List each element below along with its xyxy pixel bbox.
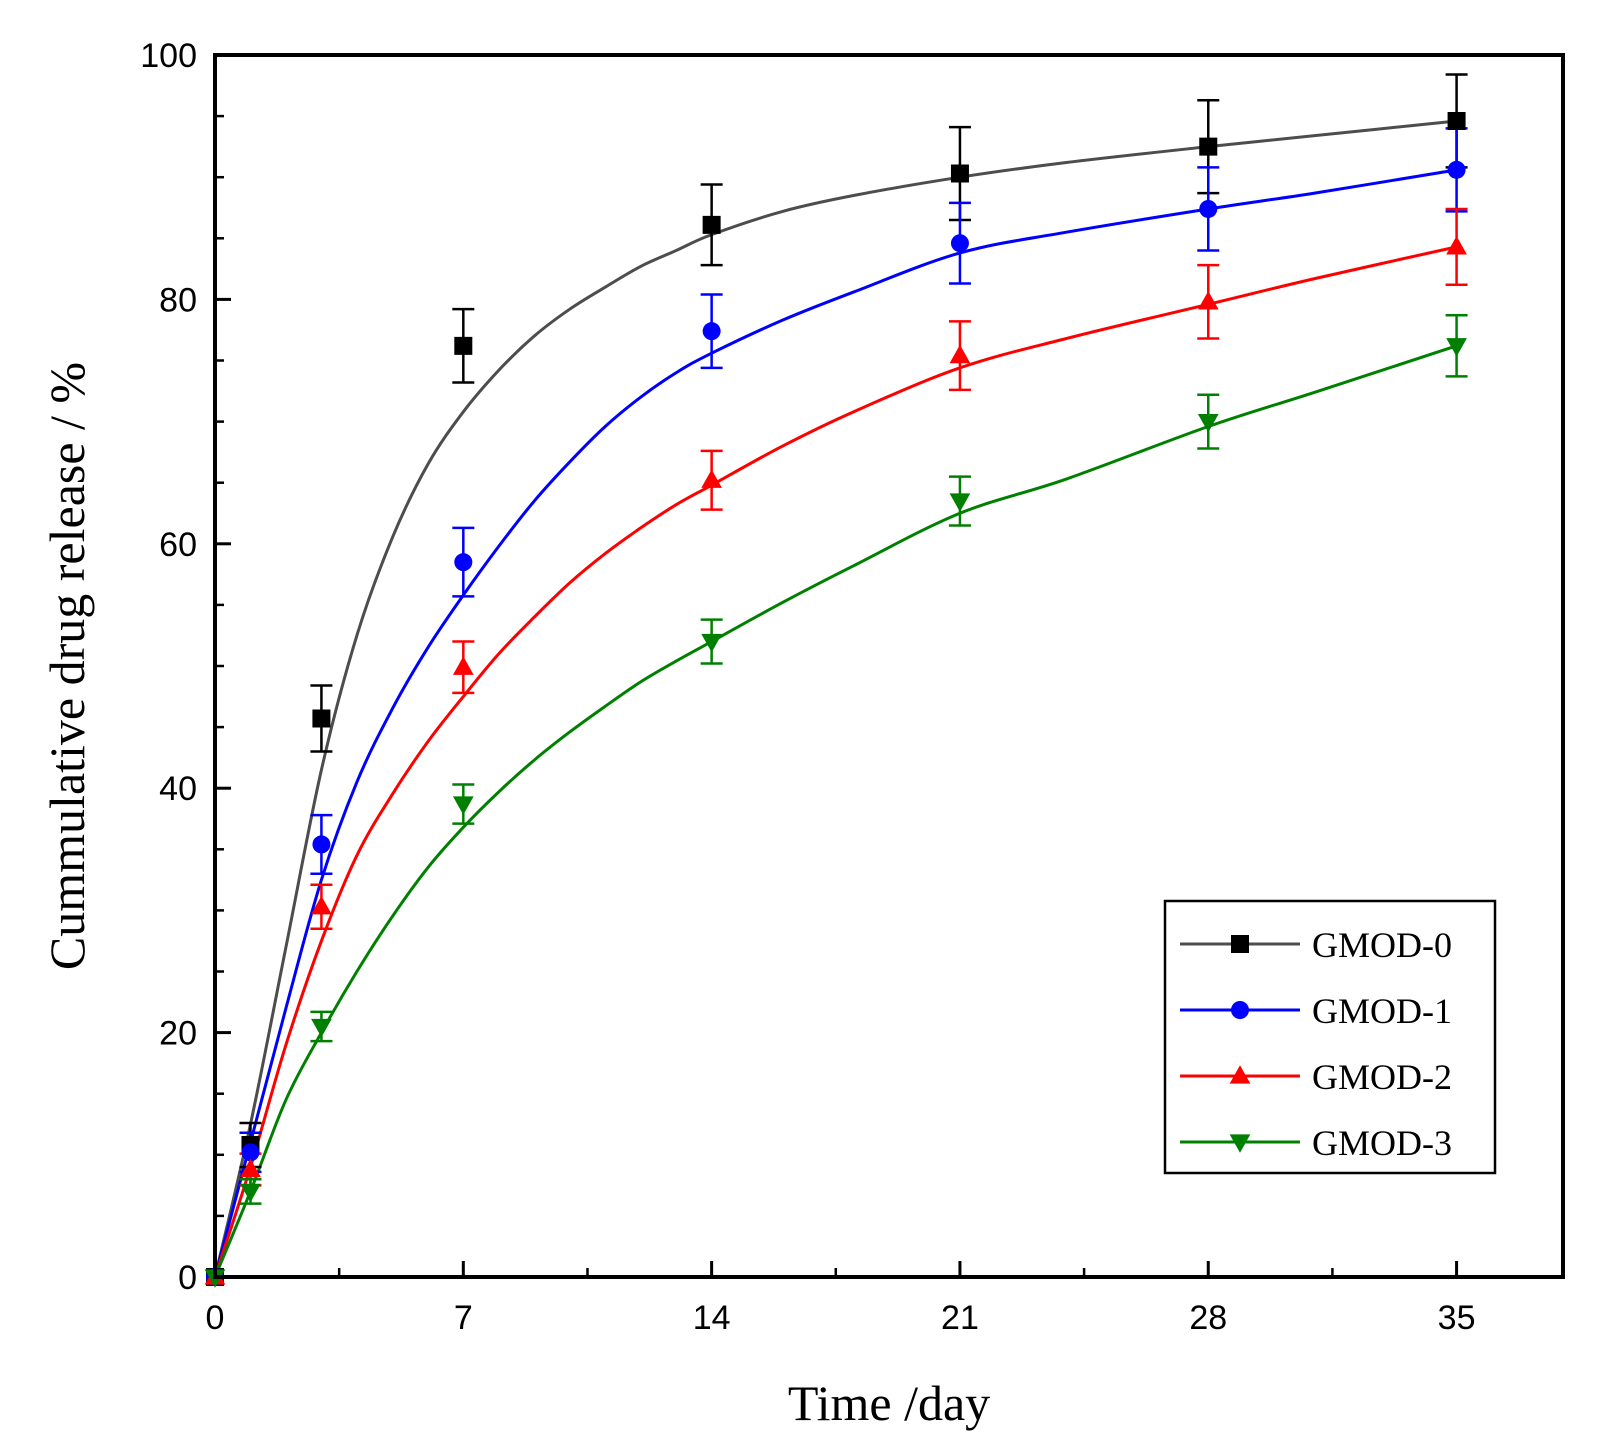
- data-point-gmod-3: [452, 796, 474, 815]
- fit-curves: [213, 119, 1458, 1278]
- legend-label: GMOD-1: [1312, 991, 1452, 1031]
- legend: GMOD-0 GMOD-1 GMOD-2 GMOD-3: [1163, 899, 1497, 1175]
- data-point-gmod-0: [312, 709, 331, 728]
- legend-label: GMOD-2: [1312, 1057, 1452, 1097]
- data-point-gmod-0: [950, 164, 969, 183]
- fit-curve-gmod-0: [213, 119, 1457, 1278]
- y-axis-title: Cummulative drug release / %: [39, 362, 95, 970]
- x-tick-label: 21: [941, 1299, 979, 1337]
- data-point-gmod-2: [701, 469, 722, 488]
- data-point-gmod-3: [949, 493, 971, 512]
- data-point-gmod-1: [1447, 160, 1466, 179]
- data-point-gmod-2: [240, 1158, 261, 1178]
- data-point-gmod-1: [950, 234, 969, 253]
- data-point-gmod-0: [1447, 111, 1466, 130]
- data-point-gmod-3: [701, 633, 722, 653]
- legend-box: [1163, 899, 1497, 1175]
- y-tick-label: 40: [159, 770, 197, 808]
- legend-marker: [1231, 935, 1249, 953]
- legend-marker: [1229, 1065, 1251, 1084]
- data-point-gmod-1: [454, 553, 473, 572]
- y-tick-label: 0: [178, 1259, 197, 1297]
- data-point-gmod-0: [1199, 137, 1218, 156]
- data-point-gmod-2: [1446, 236, 1467, 255]
- x-tick-label: 7: [454, 1299, 473, 1337]
- x-tick-label: 28: [1189, 1299, 1227, 1337]
- data-point-gmod-1: [312, 835, 331, 854]
- data-point-gmod-2: [452, 656, 474, 675]
- x-tick-label: 0: [206, 1299, 225, 1337]
- fit-curve-gmod-1: [213, 168, 1457, 1278]
- data-point-gmod-2: [949, 344, 971, 364]
- data-points: [204, 111, 1467, 1288]
- legend-item-gmod-0: GMOD-0: [1180, 925, 1452, 965]
- data-point-gmod-1: [1199, 199, 1218, 218]
- data-point-gmod-1: [241, 1143, 260, 1162]
- data-point-gmod-0: [702, 215, 721, 234]
- data-point-gmod-0: [454, 336, 473, 355]
- axis-ticks: 0 7 14 21 28 35 0 20 40 60 80 100: [140, 37, 1475, 1337]
- legend-label: GMOD-3: [1312, 1123, 1452, 1163]
- legend-marker: [1229, 1134, 1251, 1153]
- y-tick-label: 20: [159, 1015, 197, 1053]
- data-point-gmod-1: [702, 322, 721, 341]
- data-point-gmod-3: [1197, 413, 1219, 433]
- legend-item-gmod-1: GMOD-1: [1180, 991, 1452, 1031]
- fit-curve-gmod-2: [213, 245, 1457, 1278]
- data-point-gmod-2: [1197, 291, 1219, 310]
- legend-item-gmod-3: GMOD-3: [1180, 1123, 1452, 1163]
- legend-label: GMOD-0: [1312, 925, 1452, 965]
- y-tick-label: 60: [159, 526, 197, 564]
- x-axis-title: Time /day: [788, 1375, 990, 1431]
- data-point-gmod-3: [1446, 338, 1467, 357]
- x-tick-label: 14: [693, 1299, 731, 1337]
- data-point-gmod-3: [240, 1183, 261, 1203]
- x-tick-label: 35: [1438, 1299, 1476, 1337]
- y-tick-label: 80: [159, 281, 197, 319]
- legend-marker: [1231, 1001, 1249, 1019]
- fit-curve-gmod-3: [213, 344, 1458, 1278]
- data-point-gmod-3: [311, 1018, 332, 1038]
- y-tick-label: 100: [140, 37, 197, 75]
- legend-item-gmod-2: GMOD-2: [1180, 1057, 1452, 1097]
- data-point-gmod-2: [311, 895, 332, 915]
